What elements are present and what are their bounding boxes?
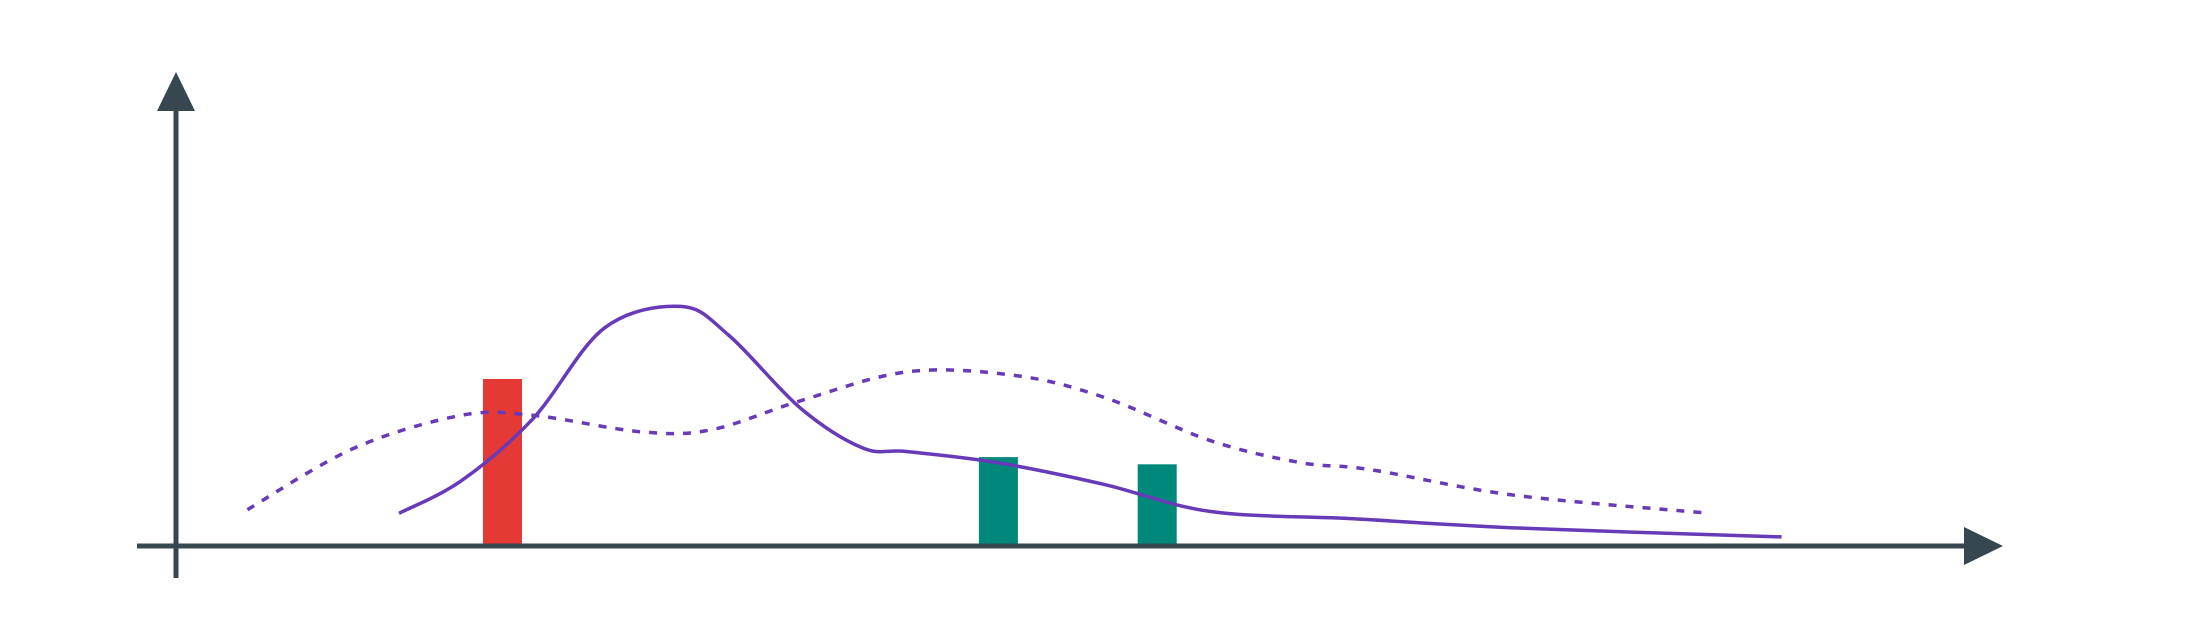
- bar-3: [1137, 464, 1177, 546]
- y-axis-arrowhead: [157, 72, 195, 111]
- axes-layer: [137, 72, 2003, 578]
- bar-2: [978, 457, 1018, 546]
- solid-curve: [398, 304, 1782, 539]
- lines-layer: [246, 304, 1782, 539]
- bar-1: [483, 379, 522, 546]
- x-axis-arrowhead: [1964, 527, 2003, 565]
- dashed-curve: [246, 368, 1711, 516]
- bars-layer: [483, 379, 1177, 546]
